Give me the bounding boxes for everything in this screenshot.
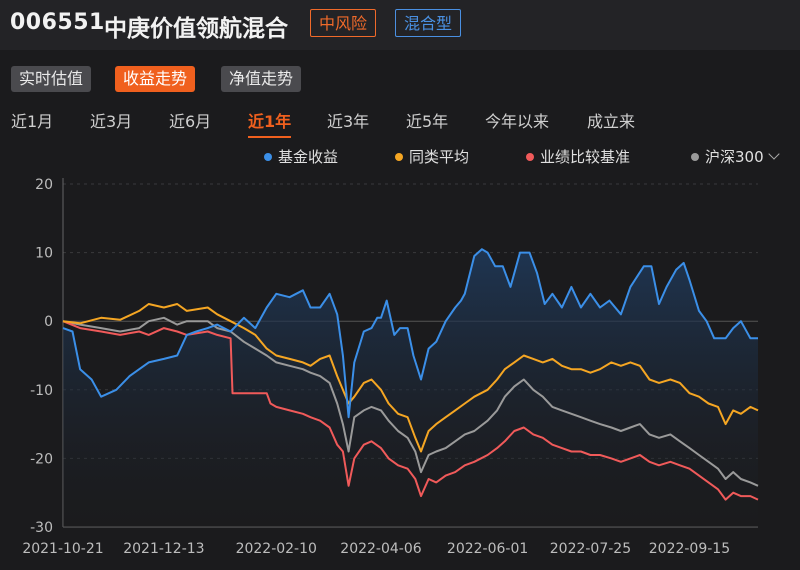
- legend-dot: [395, 152, 403, 161]
- legend-label: 业绩比较基准: [540, 148, 631, 166]
- legend-dot: [691, 152, 699, 161]
- y-tick-label: -30: [30, 520, 53, 536]
- legend-label: 同类平均: [409, 148, 470, 166]
- fund-header: 006551 中庚价值领航混合 中风险 混合型: [0, 0, 800, 50]
- period-since-inception[interactable]: 成立来: [587, 112, 636, 131]
- series-line-0: [62, 248, 758, 419]
- period-3y[interactable]: 近3年: [327, 112, 370, 131]
- legend-label: 沪深300: [705, 148, 764, 166]
- y-tick-label: 20: [35, 177, 53, 193]
- legend-dot: [526, 152, 534, 161]
- series-line-3: [62, 316, 759, 487]
- period-1y[interactable]: 近1年: [248, 108, 292, 138]
- legend-label: 基金收益: [278, 148, 339, 166]
- series-line-1: [62, 303, 759, 453]
- period-1m[interactable]: 近1月: [11, 112, 54, 131]
- return-trend-chart[interactable]: 20 10 0 -10 -20 -30 2021-10-21 2021-12-13 2022-0…: [0, 170, 800, 570]
- legend-dot: [264, 152, 272, 161]
- x-tick-label: 2022-06-01: [447, 541, 528, 557]
- risk-tag: 中风险: [310, 9, 377, 37]
- tab-realtime-estimate[interactable]: 实时估值: [11, 66, 92, 92]
- series-line-2: [62, 320, 759, 501]
- y-tick-label: -10: [30, 383, 53, 399]
- y-tick-label: -20: [30, 451, 53, 467]
- legend-fund-return[interactable]: 基金收益: [264, 146, 338, 167]
- legend-peer-average[interactable]: 同类平均: [395, 146, 469, 167]
- y-tick-label: 0: [44, 314, 53, 330]
- tab-nav-trend[interactable]: 净值走势: [221, 66, 302, 92]
- fund-type-tag: 混合型: [395, 9, 462, 37]
- legend-benchmark[interactable]: 业绩比较基准: [526, 146, 630, 167]
- x-tick-label: 2021-10-21: [22, 541, 103, 557]
- fund-code: 006551: [10, 10, 105, 35]
- x-tick-label: 2022-04-06: [340, 541, 421, 557]
- period-ytd[interactable]: 今年以来: [485, 112, 550, 131]
- x-tick-label: 2022-07-25: [550, 541, 631, 557]
- y-tick-label: 10: [35, 246, 53, 262]
- x-tick-label: 2021-12-13: [123, 541, 204, 557]
- period-6m[interactable]: 近6月: [169, 112, 212, 131]
- period-5y[interactable]: 近5年: [406, 112, 449, 131]
- period-3m[interactable]: 近3月: [90, 112, 133, 131]
- x-tick-label: 2022-02-10: [236, 541, 317, 557]
- chevron-down-icon[interactable]: [767, 148, 780, 160]
- legend-csi300[interactable]: 沪深300: [691, 146, 780, 167]
- tab-return-trend[interactable]: 收益走势: [115, 66, 196, 92]
- x-tick-label: 2022-09-15: [649, 541, 730, 557]
- series-area-0: [63, 249, 758, 527]
- fund-name: 中庚价值领航混合: [104, 16, 288, 42]
